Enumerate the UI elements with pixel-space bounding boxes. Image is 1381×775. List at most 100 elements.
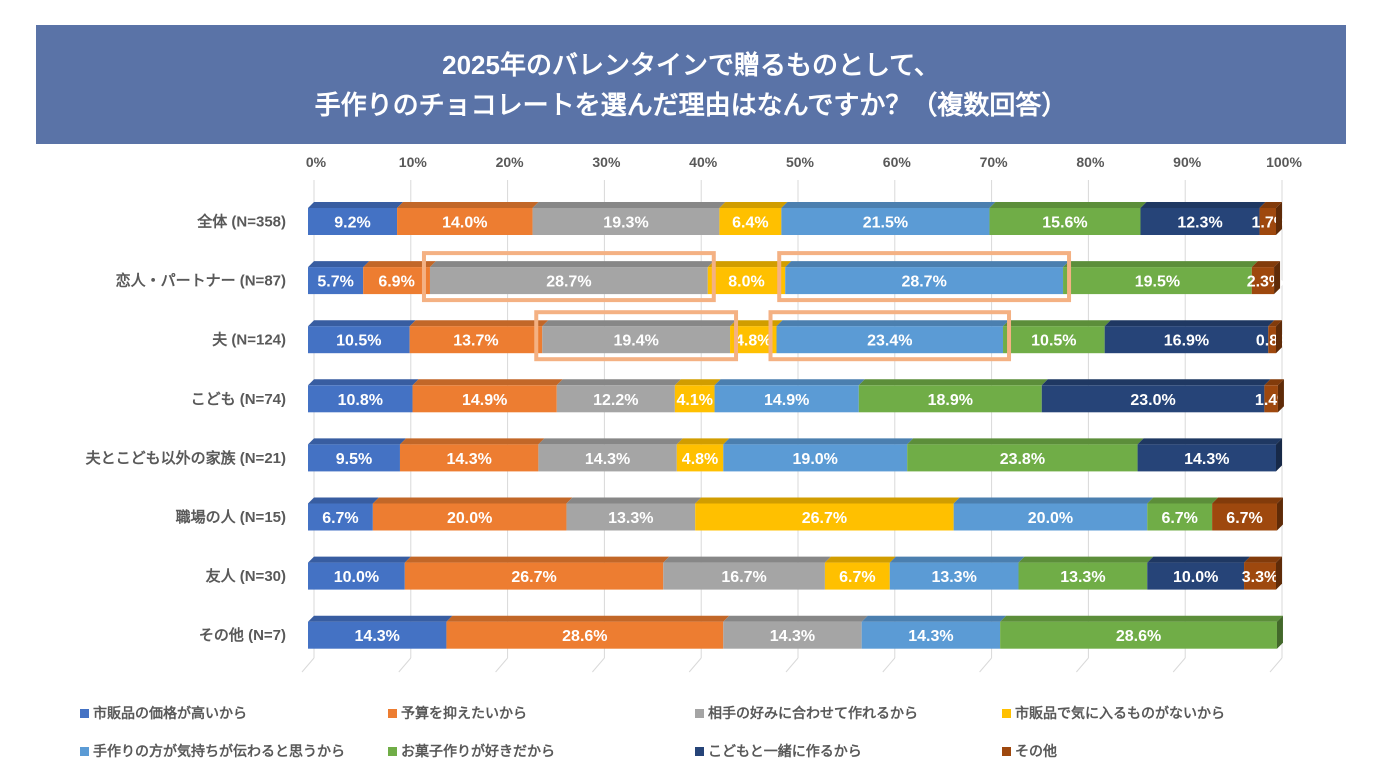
bar-segment-front (719, 208, 782, 235)
bar-segment-front (308, 326, 410, 354)
bar-segment-front (953, 503, 1148, 531)
bar-segment-front (781, 208, 990, 235)
data-label: 4.8% (735, 333, 771, 350)
bar-segment-front (308, 208, 398, 235)
bar-segment-top (1041, 379, 1271, 386)
data-label: 1.4% (1255, 392, 1291, 409)
bar-segment-front (308, 385, 413, 413)
bar-segment-front (399, 444, 539, 472)
bar-segment (989, 202, 1147, 235)
chart-title-line1: 2025年のバレンタインで贈るものとして、 (442, 50, 940, 80)
bar-segment (1041, 379, 1271, 413)
bar-segment-top (308, 497, 379, 504)
x-tick-label: 50% (786, 154, 815, 170)
x-tick-label: 0% (306, 154, 327, 170)
bar-segment-front (674, 385, 715, 413)
bar-segment-front (1000, 621, 1277, 649)
data-label: 14.3% (770, 628, 815, 645)
bar-segment-top (429, 261, 714, 268)
data-label: 10.0% (334, 569, 379, 586)
legend-swatch (1002, 746, 1011, 756)
bar-segment-top (308, 320, 416, 327)
data-label: 23.4% (867, 333, 912, 350)
bar-segment-top (1212, 497, 1283, 504)
bar-segment-top (1147, 556, 1251, 563)
legend-label: 手作りの方が気持ちが伝わると思うから (93, 743, 345, 759)
bar-segment-front (1041, 385, 1265, 413)
data-label: 9.5% (336, 451, 372, 468)
bar-side-face (1276, 320, 1282, 354)
legend-label: その他 (1015, 743, 1057, 759)
bar-segment-top (723, 438, 914, 445)
bar-segment-top (308, 379, 419, 386)
data-label: 5.7% (317, 274, 353, 291)
category-label: こども (N=74) (191, 391, 286, 408)
gridline-floor (688, 657, 702, 673)
bar-segment-front (532, 208, 720, 235)
bar-segment (363, 261, 436, 295)
data-label: 13.7% (453, 333, 498, 350)
data-label: 20.0% (447, 510, 492, 527)
bar-segment-top (989, 202, 1147, 208)
legend-item: お菓子作りが好きだから (388, 741, 555, 761)
bar-segment-front (412, 385, 557, 413)
bar-segment (308, 320, 416, 354)
bar-segment-top (1063, 261, 1258, 268)
legend-label: 市販品で気に入るものがないから (1015, 705, 1225, 721)
bar-segment-top (824, 556, 896, 563)
bar-segment-front (1212, 503, 1277, 531)
bar-segment-top (663, 556, 831, 563)
highlight-box (534, 310, 739, 362)
legend-item: 予算を抑えたいから (388, 703, 527, 723)
legend-swatch (80, 746, 89, 756)
legend-label: 予算を抑えたいから (401, 705, 527, 721)
bar-segment-front (1147, 503, 1213, 531)
data-label: 4.1% (676, 392, 712, 409)
bar-segment-top (719, 202, 788, 208)
bar-segment-front (723, 621, 862, 649)
data-label: 28.6% (1116, 628, 1161, 645)
x-tick-label: 100% (1266, 154, 1302, 170)
bar-segment-front (404, 562, 664, 590)
bar-segment-front (556, 385, 675, 413)
bar-segment-top (889, 556, 1025, 563)
bar-segment (1018, 556, 1154, 590)
bar-segment-front (785, 267, 1064, 295)
bar-segment-front (1268, 326, 1276, 354)
bar-segment-top (907, 438, 1144, 445)
data-label: 6.7% (1226, 510, 1262, 527)
data-label: 13.3% (608, 510, 653, 527)
category-label: 友人 (N=30) (206, 567, 286, 585)
legend-item: 手作りの方が気持ちが伝わると思うから (80, 741, 345, 761)
bar-segment-front (989, 208, 1141, 235)
legend-swatch (80, 708, 89, 718)
bar-segment-front (723, 444, 908, 472)
data-label: 3.3% (1242, 569, 1278, 586)
bar-segment-top (446, 615, 730, 622)
bar-segment-top (781, 202, 996, 208)
data-label: 15.6% (1042, 215, 1087, 232)
bar-segment-top (1264, 379, 1284, 386)
bar-segment (1137, 438, 1282, 472)
bar-segment-front (372, 503, 567, 531)
bar-side-face (1276, 438, 1282, 472)
bar-segment-front (308, 444, 400, 472)
bar-segment-front (714, 385, 859, 413)
bar-segment-front (308, 267, 364, 295)
x-tick-label: 30% (592, 154, 621, 170)
bar-segment-top (308, 438, 406, 445)
data-label: 12.3% (1177, 215, 1222, 232)
bar-segment (889, 556, 1025, 590)
data-label: 19.3% (603, 215, 648, 232)
data-label: 6.7% (1161, 510, 1197, 527)
bar-segment-front (566, 503, 696, 531)
bar-segment-top (676, 438, 730, 445)
gridline-floor (979, 657, 992, 673)
bar-segment (429, 261, 714, 295)
bar-segment (372, 497, 573, 531)
bar-segment-front (858, 385, 1042, 413)
x-tick-label: 90% (1173, 154, 1202, 170)
data-label: 14.3% (908, 628, 953, 645)
data-label: 14.9% (764, 392, 809, 409)
bar-segment-top (556, 379, 681, 386)
